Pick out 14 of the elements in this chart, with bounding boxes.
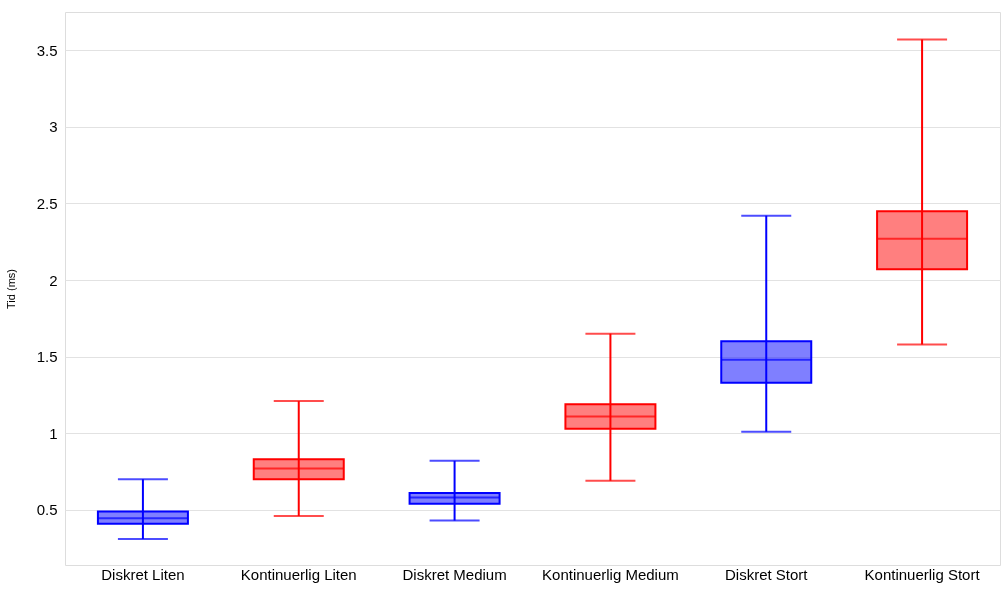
y-tick-label: 2 xyxy=(49,271,58,289)
x-tick-label: Diskret Liten xyxy=(101,565,185,583)
x-tick-label: Kontinuerlig Liten xyxy=(240,565,357,583)
x-tick-label: Kontinuerlig Stort xyxy=(864,565,981,583)
y-tick-label: 3.5 xyxy=(36,41,58,59)
y-tick-label: 2.5 xyxy=(36,194,58,212)
y-tick-label: 3 xyxy=(49,118,58,136)
x-tick-label: Diskret Medium xyxy=(402,565,507,583)
y-tick-label: 1.5 xyxy=(36,348,58,366)
y-tick-label: 0.5 xyxy=(36,501,58,519)
y-axis-title: Tid (ms) xyxy=(4,269,17,309)
y-tick-label: 1 xyxy=(49,424,58,442)
x-tick-label: Diskret Stort xyxy=(724,565,809,583)
x-tick-label: Kontinuerlig Medium xyxy=(542,565,679,583)
